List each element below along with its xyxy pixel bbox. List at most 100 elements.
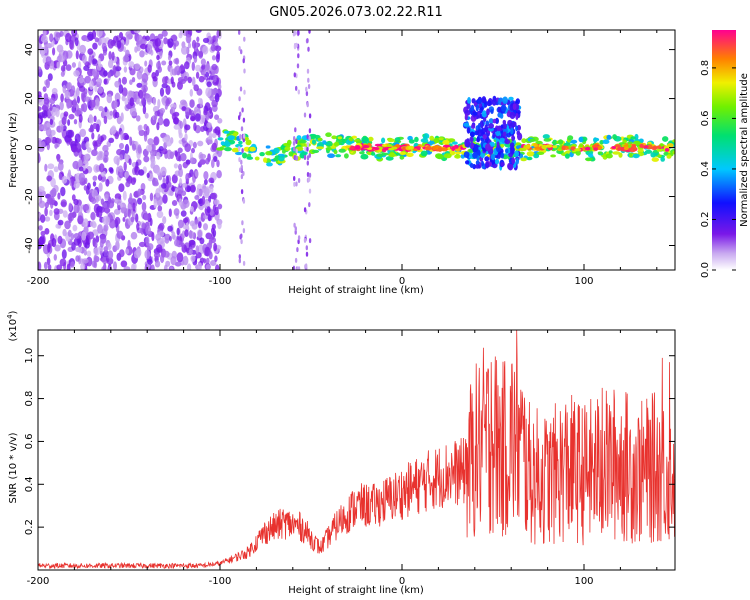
heatmap-cell [354,145,361,150]
heatmap-cell [570,139,578,144]
heatmap-cell [656,145,662,149]
heatmap-streaks [238,30,312,270]
heatmap-cell [297,178,301,183]
heatmap-cell [65,64,72,71]
heatmap-cell [482,134,487,140]
heatmap-cell [198,97,202,104]
heatmap-cell [127,239,131,250]
heatmap-cell [306,102,309,108]
heatmap-cell [515,157,519,165]
heatmap-cell [223,130,230,134]
heatmap-cell [588,153,594,158]
heatmap-cell [76,96,80,104]
heatmap-cell [61,175,68,184]
heatmap-cell [71,176,75,187]
heatmap-cell [305,263,308,269]
heatmap-cell [68,113,75,120]
heatmap-cell [112,65,117,75]
heatmap-cell [125,181,131,188]
heatmap-cell [281,149,286,154]
heatmap-cell [238,96,241,102]
heatmap-cell [93,115,97,123]
heatmap-cell [56,264,63,270]
heatmap-cell [496,125,502,132]
heatmap-cell [98,106,104,112]
heatmap-cell [408,145,415,150]
heatmap-cell [663,151,669,156]
heatmap-cell [129,97,135,107]
heatmap-cell [612,134,617,140]
heatmap-cell [174,187,178,194]
heatmap-cell [662,136,669,142]
heatmap-cell [151,143,156,152]
heatmap-cell [651,146,658,151]
heatmap-cell [533,143,538,148]
heatmap-cell [517,132,523,141]
heatmap-cell [161,83,168,89]
heatmap-cell [509,142,515,149]
heatmap-cell [533,153,540,159]
heatmap-cell [205,264,212,270]
heatmap-cell [51,87,58,95]
heatmap-cell [173,124,180,130]
heatmap-cell [107,250,114,260]
heatmap-cell [521,138,527,144]
heatmap-cell [190,116,196,122]
heatmap-cell [514,150,519,158]
heatmap-cell [46,43,53,49]
heatmap-cell [58,173,63,180]
heatmap-cell [109,168,114,174]
heatmap-cell [306,160,309,166]
snr-frame [37,329,676,571]
heatmap-cell [88,115,94,124]
heatmap-cell [82,54,87,64]
heatmap-cell [153,136,160,146]
snr-scale-note: (x104) [6,310,19,341]
heatmap-cell [81,258,89,264]
heatmap-cell [65,32,72,43]
heatmap-cell [66,263,71,270]
heatmap-xlabel: Height of straight line (km) [288,285,424,296]
heatmap-cell [171,200,178,206]
heatmap-cell [44,43,48,54]
heatmap-cell [54,244,61,252]
heatmap-cell [107,39,114,49]
heatmap-cell [129,68,136,76]
heatmap-cell [217,203,223,210]
heatmap-cell [232,132,238,137]
heatmap-cell [104,194,109,201]
heatmap-cell [468,154,473,159]
heatmap-cell [388,152,396,158]
heatmap-cell [223,147,232,152]
heatmap-cell [293,176,296,181]
heatmap-cell [79,44,87,55]
heatmap-cell [306,68,310,74]
heatmap-cell [138,129,145,136]
y-tick-label: 20 [24,92,35,105]
y-tick-label: 0.6 [24,433,35,449]
heatmap-cell [437,147,443,152]
heatmap-cell [122,190,127,201]
heatmap-cell [294,127,297,133]
heatmap-cell [209,95,215,102]
heatmap-cell [103,78,108,85]
heatmap-cell [193,122,197,131]
heatmap-cell [47,264,52,270]
heatmap-cell [432,145,437,151]
heatmap-cell [170,256,177,266]
heatmap-cell [463,122,470,127]
heatmap-cell [55,108,60,118]
heatmap-cell [143,213,149,221]
heatmap-cell [240,49,243,55]
heatmap-cell [157,205,163,212]
heatmap-cell [94,84,98,93]
heatmap-cell [120,112,124,122]
heatmap-cell [515,98,520,105]
heatmap-cell [303,237,307,243]
heatmap-cell [242,260,246,266]
heatmap-cell [452,141,458,145]
heatmap-cell [83,185,88,191]
heatmap-cell [42,102,49,111]
heatmap-cell [96,155,101,161]
heatmap-cell [60,186,66,197]
